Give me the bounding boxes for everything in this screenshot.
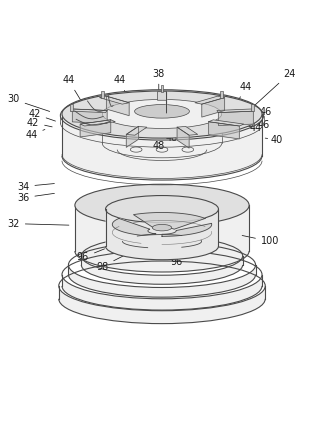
Ellipse shape bbox=[134, 105, 190, 118]
Text: 96: 96 bbox=[161, 251, 183, 267]
Text: 48: 48 bbox=[166, 133, 178, 143]
Text: 44: 44 bbox=[25, 130, 45, 140]
Text: 48: 48 bbox=[72, 116, 90, 127]
Text: 44: 44 bbox=[234, 82, 252, 108]
Ellipse shape bbox=[102, 99, 222, 128]
Polygon shape bbox=[209, 122, 239, 139]
Polygon shape bbox=[126, 127, 147, 135]
Polygon shape bbox=[75, 205, 249, 272]
Polygon shape bbox=[71, 109, 107, 113]
Text: 48: 48 bbox=[153, 141, 165, 151]
Polygon shape bbox=[80, 120, 115, 126]
Text: 44: 44 bbox=[62, 75, 86, 108]
Text: 36: 36 bbox=[17, 193, 54, 203]
Text: 46: 46 bbox=[249, 120, 270, 130]
Text: 32: 32 bbox=[7, 218, 69, 229]
Ellipse shape bbox=[152, 224, 172, 231]
Polygon shape bbox=[62, 274, 262, 310]
Bar bbox=[251, 104, 254, 111]
Text: 46: 46 bbox=[250, 107, 272, 117]
Text: 42: 42 bbox=[29, 109, 55, 121]
Polygon shape bbox=[162, 223, 212, 236]
Bar bbox=[161, 85, 163, 92]
Text: 42: 42 bbox=[27, 118, 52, 127]
Text: 24: 24 bbox=[254, 69, 295, 106]
Text: 40: 40 bbox=[265, 135, 283, 145]
Bar bbox=[101, 91, 104, 98]
Text: 34: 34 bbox=[17, 182, 54, 191]
Polygon shape bbox=[72, 109, 107, 123]
Polygon shape bbox=[99, 96, 129, 104]
Polygon shape bbox=[107, 96, 129, 115]
Polygon shape bbox=[195, 96, 225, 104]
Text: 100: 100 bbox=[242, 235, 279, 246]
Text: 30: 30 bbox=[7, 95, 50, 111]
Polygon shape bbox=[59, 286, 265, 324]
Polygon shape bbox=[112, 218, 156, 235]
Text: 38: 38 bbox=[153, 69, 165, 109]
Polygon shape bbox=[157, 92, 167, 100]
Polygon shape bbox=[106, 209, 218, 260]
Bar bbox=[220, 91, 223, 98]
Polygon shape bbox=[62, 114, 262, 180]
Polygon shape bbox=[209, 120, 244, 126]
Polygon shape bbox=[177, 127, 189, 148]
Text: 44: 44 bbox=[244, 123, 262, 134]
Polygon shape bbox=[81, 256, 243, 284]
Text: 96: 96 bbox=[77, 249, 105, 262]
Text: 44: 44 bbox=[114, 75, 132, 108]
Polygon shape bbox=[80, 120, 111, 137]
Polygon shape bbox=[177, 127, 198, 135]
Polygon shape bbox=[218, 111, 253, 126]
Polygon shape bbox=[126, 127, 138, 147]
Polygon shape bbox=[133, 213, 205, 229]
Ellipse shape bbox=[75, 184, 249, 226]
Bar bbox=[70, 104, 73, 111]
Text: 98: 98 bbox=[96, 255, 124, 272]
Ellipse shape bbox=[62, 90, 262, 138]
Polygon shape bbox=[202, 98, 225, 117]
Polygon shape bbox=[217, 109, 253, 113]
Polygon shape bbox=[68, 265, 256, 297]
